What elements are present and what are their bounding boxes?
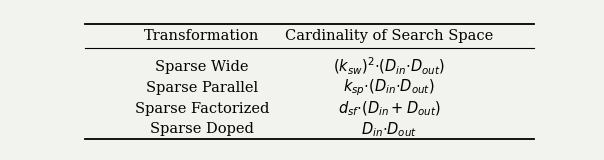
Text: Sparse Doped: Sparse Doped — [150, 122, 254, 136]
Text: $k_{sp}{\cdot}(D_{in}{\cdot}D_{out})$: $k_{sp}{\cdot}(D_{in}{\cdot}D_{out})$ — [343, 77, 435, 98]
Text: Cardinality of Search Space: Cardinality of Search Space — [285, 29, 493, 43]
Text: Sparse Factorized: Sparse Factorized — [135, 101, 269, 116]
Text: $d_{sf}{\cdot}(D_{in} + D_{out})$: $d_{sf}{\cdot}(D_{in} + D_{out})$ — [338, 99, 440, 118]
Text: $(k_{sw})^2{\cdot}(D_{in}{\cdot}D_{out})$: $(k_{sw})^2{\cdot}(D_{in}{\cdot}D_{out})… — [333, 56, 445, 77]
Text: Transformation: Transformation — [144, 29, 260, 43]
Text: $D_{in}{\cdot}D_{out}$: $D_{in}{\cdot}D_{out}$ — [361, 120, 417, 139]
Text: Sparse Wide: Sparse Wide — [155, 60, 249, 74]
Text: Sparse Parallel: Sparse Parallel — [146, 81, 258, 95]
